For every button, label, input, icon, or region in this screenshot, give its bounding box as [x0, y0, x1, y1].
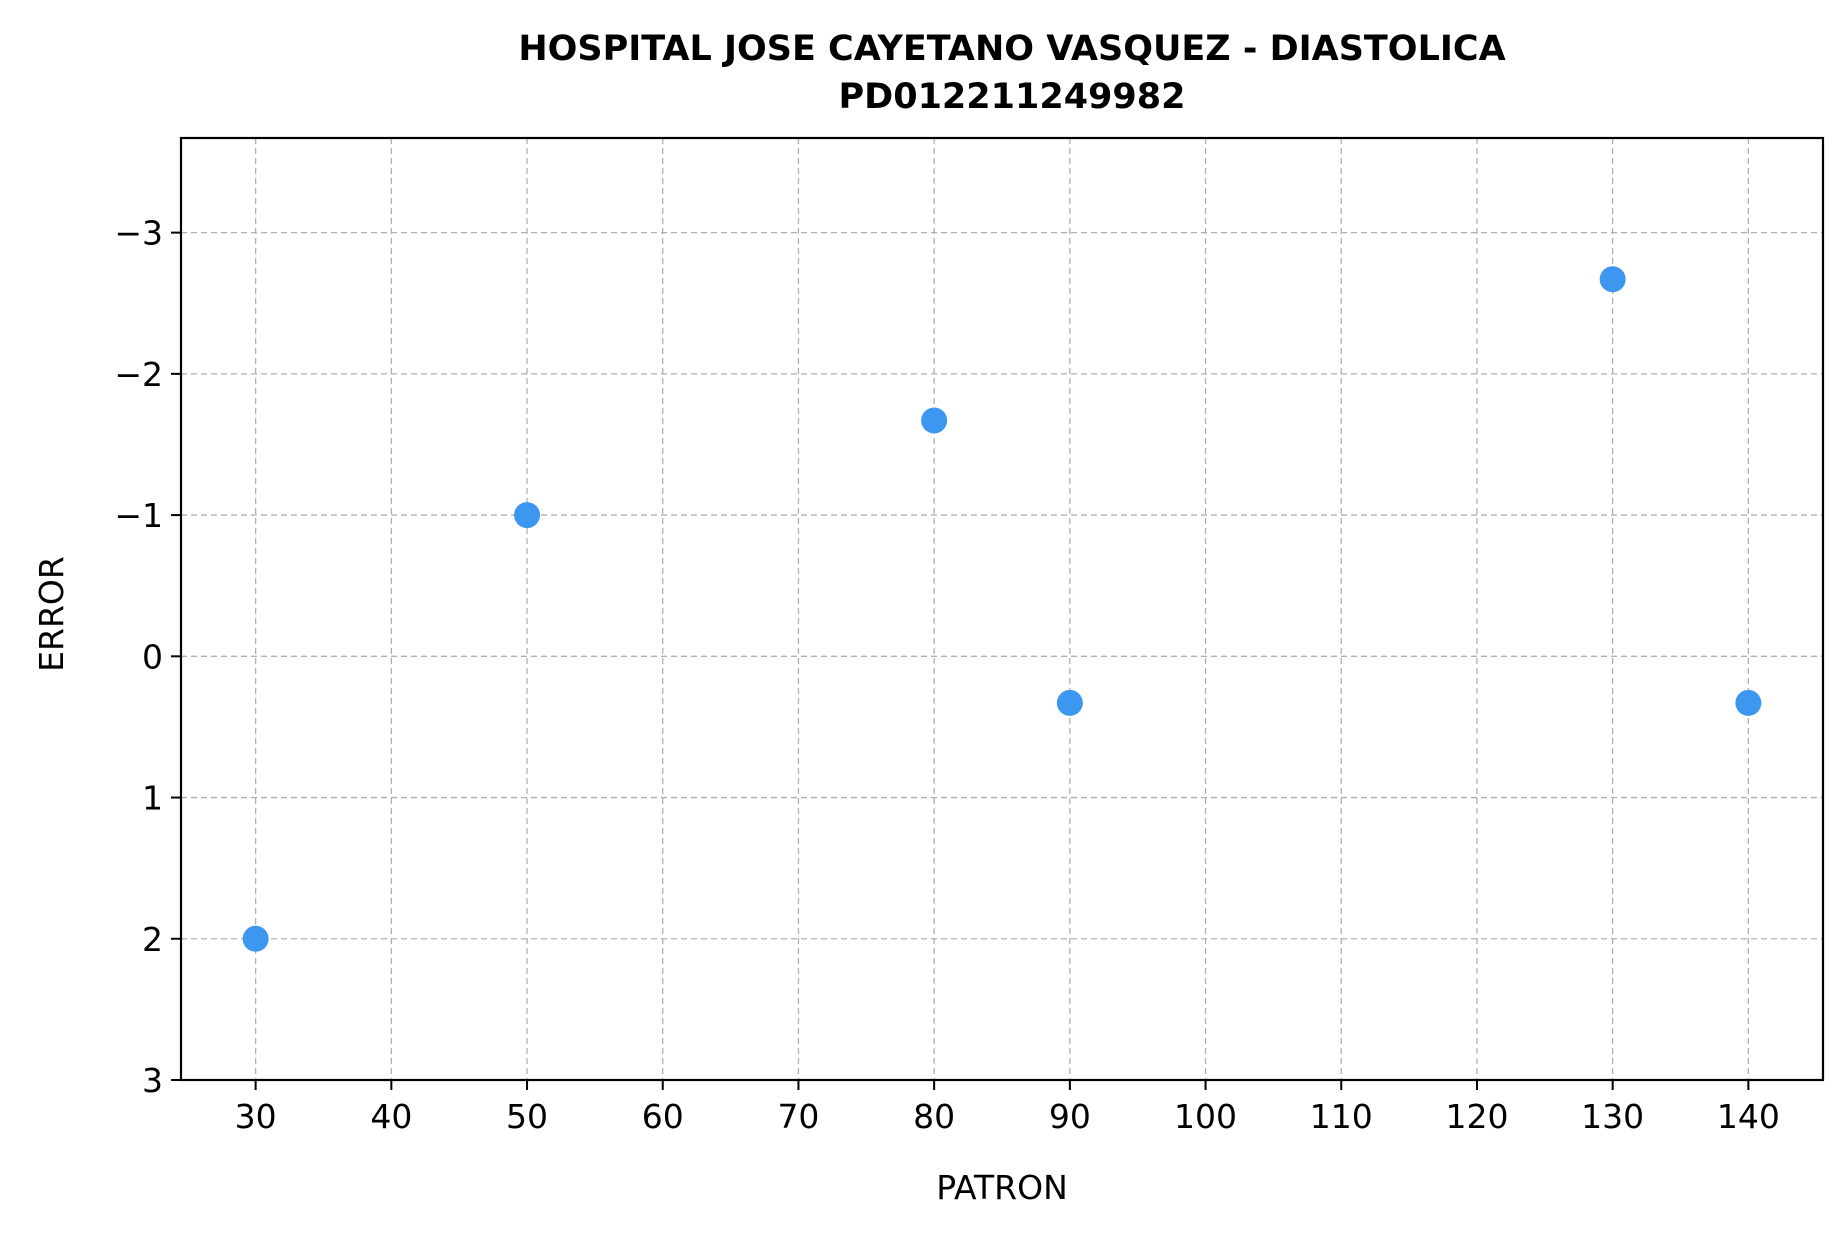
data-point: [242, 925, 269, 952]
x-tick-label: 70: [777, 1097, 819, 1136]
plot-frame: [179, 136, 1825, 1082]
y-tick-label: −3: [114, 214, 163, 253]
chart-subtitle: PD012211249982: [839, 77, 1186, 117]
chart-title: HOSPITAL JOSE CAYETANO VASQUEZ - DIASTOL…: [518, 29, 1505, 69]
y-axis-ticks: −3 −2 −1 0 1 2 3: [114, 214, 181, 1100]
x-tick-label: 110: [1310, 1097, 1373, 1136]
x-tick-label: 120: [1445, 1097, 1508, 1136]
x-tick-label: 90: [1049, 1097, 1091, 1136]
y-tick-label: −1: [114, 496, 163, 535]
y-tick-label: 2: [142, 920, 163, 959]
x-tick-label: 60: [642, 1097, 684, 1136]
x-tick-label: 80: [913, 1097, 955, 1136]
y-axis-label: ERROR: [32, 556, 71, 672]
grid: [181, 138, 1823, 1080]
x-tick-label: 40: [370, 1097, 412, 1136]
y-tick-label: 0: [142, 637, 163, 676]
y-tick-label: 3: [142, 1061, 163, 1100]
x-tick-label: 50: [506, 1097, 548, 1136]
data-point: [921, 407, 948, 434]
data-point: [1599, 266, 1626, 293]
x-tick-label: 140: [1717, 1097, 1780, 1136]
x-axis-label: PATRON: [936, 1168, 1068, 1207]
data-points: [242, 266, 1762, 952]
y-tick-label: −2: [114, 355, 163, 394]
x-tick-label: 100: [1174, 1097, 1237, 1136]
x-tick-label: 130: [1581, 1097, 1644, 1136]
data-point: [514, 502, 541, 529]
y-tick-label: 1: [142, 779, 163, 818]
x-tick-label: 30: [235, 1097, 277, 1136]
data-point: [1735, 689, 1762, 716]
x-axis-ticks: 30 40 50 60 70 80 90 100 110 120 130 140: [235, 1080, 1780, 1136]
data-point: [1056, 689, 1083, 716]
